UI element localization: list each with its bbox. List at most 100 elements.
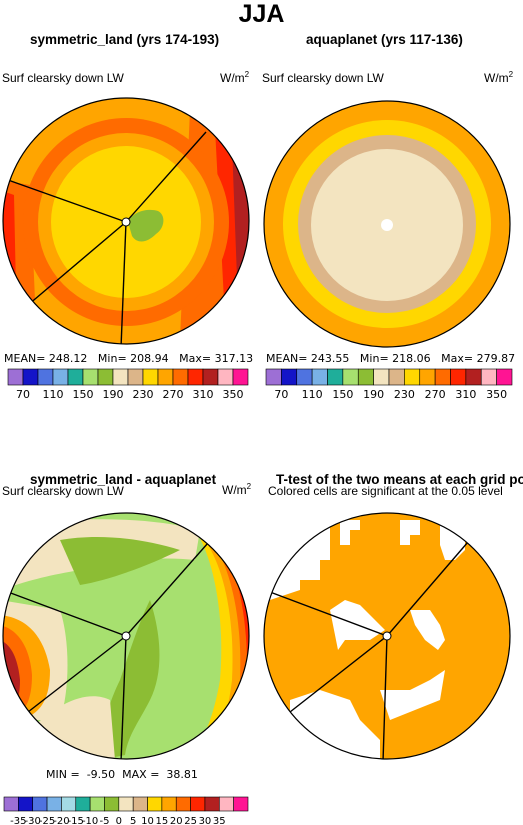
cbar2-swatch-10 — [419, 368, 436, 386]
cbar1-swatch-5 — [82, 368, 99, 386]
panel-3-title: symmetric_land - aquaplanet — [30, 472, 217, 487]
cbar3-tick-label: 35 — [213, 816, 226, 825]
cbar3-swatch-4 — [61, 796, 77, 812]
panel-4-pole — [382, 631, 392, 641]
panel-2-colorbar: 70 110 150 190 230 270 310 350 — [265, 368, 513, 401]
figure-title: JJA — [238, 0, 285, 28]
cbar3-tick-label: 20 — [170, 816, 183, 825]
panel-2-border — [263, 100, 511, 348]
sector-boundary-sw — [289, 635, 388, 713]
cbar3-swatch-8 — [118, 796, 134, 812]
cbar1-swatch-0 — [7, 368, 24, 386]
panel-1-variable: Surf clearsky down LW — [2, 71, 124, 85]
sector-boundary-sw — [27, 635, 127, 713]
cbar2-tick-label: 310 — [455, 388, 476, 401]
panel-2-units: W/m2 — [484, 70, 514, 85]
panel-3-colorbar: -35-30-25-20-15-10 -5 0 5 10 15 20 25 30 35 — [3, 796, 249, 825]
cbar1-tick-label: 310 — [193, 388, 214, 401]
cbar2-swatch-4 — [327, 368, 344, 386]
cbar2-tick-label: 230 — [394, 388, 415, 401]
cbar3-swatch-5 — [75, 796, 91, 812]
cbar2-tick-label: 110 — [302, 388, 323, 401]
cbar1-tick-label: 150 — [73, 388, 94, 401]
cbar2-swatch-9 — [404, 368, 421, 386]
cbar3-tick-label: 5 — [130, 816, 136, 825]
panel-3-stats: MIN = -9.50 MAX = 38.81 — [46, 768, 198, 781]
cbar1-swatch-10 — [157, 368, 174, 386]
cbar3-tick-label: 10 — [141, 816, 154, 825]
cbar1-swatch-12 — [187, 368, 204, 386]
sector-boundary-sw — [27, 221, 127, 306]
zone-north-green — [60, 537, 180, 585]
non-significant-n2 — [400, 520, 420, 545]
cbar1-tick-label: 230 — [133, 388, 154, 401]
cbar2-swatch-15 — [496, 368, 513, 386]
land-patch — [128, 209, 164, 242]
cbar2-swatch-2 — [296, 368, 313, 386]
cbar3-swatch-9 — [132, 796, 148, 812]
cbar3-swatch-12 — [175, 796, 191, 812]
panel-3-border — [2, 512, 250, 760]
cbar1-swatch-1 — [22, 368, 39, 386]
cbar2-swatch-0 — [265, 368, 282, 386]
cbar2-swatch-14 — [480, 368, 497, 386]
cbar3-swatch-1 — [18, 796, 34, 812]
panel-1-map — [3, 98, 249, 344]
cbar2-swatch-13 — [465, 368, 482, 386]
cbar1-swatch-6 — [97, 368, 114, 386]
significant-area — [264, 513, 510, 759]
cbar2-tick-label: 70 — [274, 388, 288, 401]
cbar2-swatch-6 — [357, 368, 374, 386]
non-significant-n1 — [340, 520, 360, 545]
cbar3-tick-label: 30 — [199, 816, 212, 825]
panel-1-pole — [121, 217, 131, 227]
cbar3-swatch-15 — [218, 796, 234, 812]
sector-boundary-w — [269, 591, 388, 637]
zone-west-red — [3, 190, 16, 295]
cbar3-swatch-0 — [3, 796, 19, 812]
cbar1-swatch-4 — [67, 368, 84, 386]
cbar2-swatch-7 — [373, 368, 390, 386]
panel-4-variable: Colored cells are significant at the 0.0… — [268, 484, 503, 498]
panel-4-map — [264, 513, 510, 759]
sector-boundary-ne — [386, 541, 469, 637]
sector-boundary-s — [120, 221, 127, 344]
cbar3-swatch-13 — [190, 796, 206, 812]
cbar3-swatch-2 — [32, 796, 48, 812]
panel-3-variable: Surf clearsky down LW — [2, 484, 124, 498]
panel-1-stats: MEAN= 248.12 Min= 208.94 Max= 317.13 — [4, 352, 254, 365]
cbar3-swatch-16 — [233, 796, 249, 812]
cbar3-tick-label: -35 — [10, 816, 26, 825]
cbar1-swatch-3 — [52, 368, 69, 386]
cbar3-tick-label: -5 — [99, 816, 109, 825]
panel-4-border — [263, 512, 511, 760]
panel-2-stats: MEAN= 243.55 Min= 218.06 Max= 279.87 — [266, 352, 516, 365]
non-significant-s — [380, 670, 445, 720]
cbar1-swatch-7 — [112, 368, 129, 386]
sector-boundary-w — [7, 179, 127, 223]
cbar2-tick-label: 190 — [363, 388, 384, 401]
panel-2-title: aquaplanet (yrs 117-136) — [306, 32, 463, 47]
sector-boundary-ne — [125, 131, 207, 223]
cbar1-tick-label: 70 — [16, 388, 30, 401]
panel-1-border — [2, 97, 250, 345]
cbar2-swatch-1 — [281, 368, 298, 386]
cbar3-swatch-3 — [46, 796, 62, 812]
cbar1-tick-label: 190 — [103, 388, 124, 401]
panel-1-colorbar: 70 110 150 190 230 270 310 350 — [7, 368, 249, 401]
sector-boundary-s — [120, 635, 127, 759]
cbar3-tick-label: -20 — [53, 816, 69, 825]
cbar3-tick-label: -15 — [68, 816, 84, 825]
cbar2-swatch-8 — [388, 368, 405, 386]
panel-3-pole — [121, 631, 131, 641]
cbar3-tick-label: -30 — [25, 816, 41, 825]
cbar3-swatch-14 — [204, 796, 220, 812]
cbar3-tick-label: 15 — [156, 816, 169, 825]
sector-boundary-w — [7, 591, 127, 637]
cbar1-swatch-15 — [232, 368, 249, 386]
panel-1-units: W/m2 — [220, 70, 250, 85]
cbar3-tick-label: 0 — [116, 816, 122, 825]
cbar3-swatch-7 — [104, 796, 120, 812]
cbar2-swatch-5 — [342, 368, 359, 386]
cbar1-tick-label: 350 — [223, 388, 244, 401]
